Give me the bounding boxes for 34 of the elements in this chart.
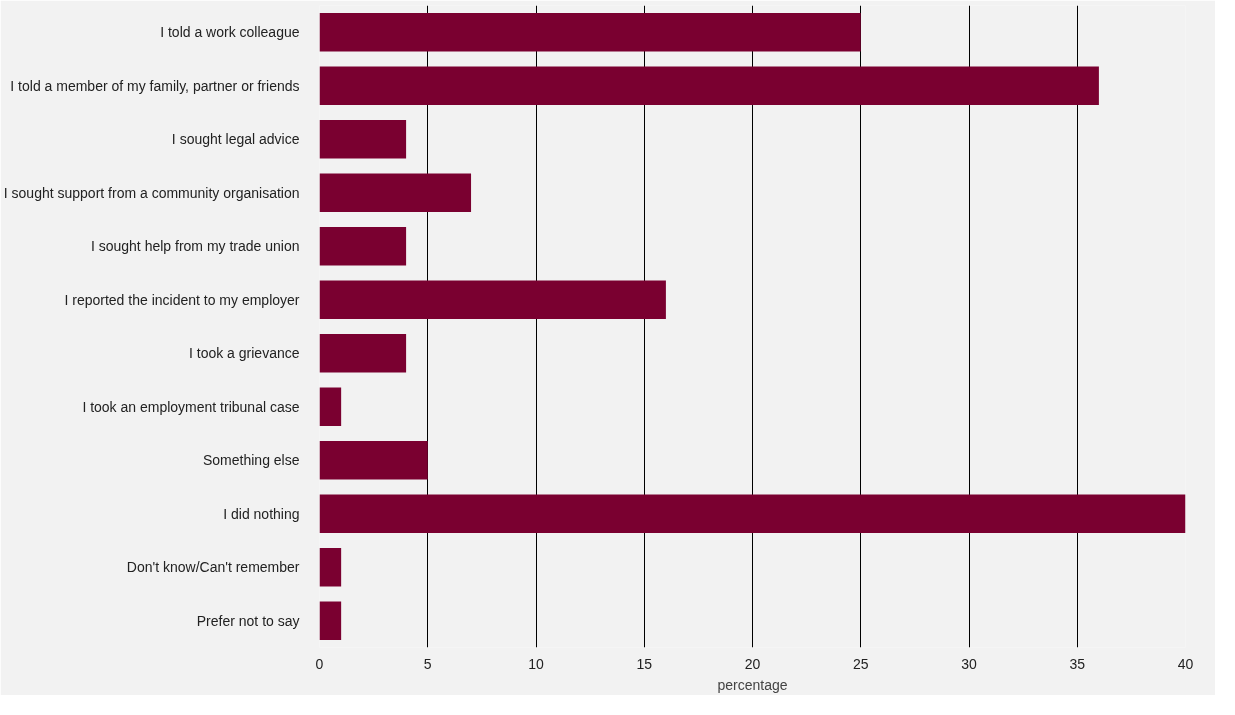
bar (319, 12, 861, 52)
y-tick-label: I did nothing (223, 505, 300, 522)
y-tick-label: I told a member of my family, partner or friends (10, 77, 300, 94)
x-tick-label: 30 (961, 655, 977, 672)
x-tick-label: 25 (852, 655, 869, 672)
x-tick-label: 10 (528, 655, 544, 672)
y-tick-label: I took a grievance (188, 345, 300, 362)
y-tick-label: Something else (203, 452, 300, 469)
y-tick-label: I sought help from my trade union (90, 238, 300, 255)
bar (319, 547, 342, 587)
bar (319, 280, 666, 320)
bar (319, 173, 472, 213)
x-tick-label: 35 (1069, 655, 1086, 672)
bar (319, 601, 342, 641)
x-tick-label: 40 (1177, 655, 1194, 672)
bar (319, 387, 342, 427)
bar (319, 226, 407, 266)
x-axis-title: percentage (717, 676, 788, 693)
y-tick-label: I told a work colleague (160, 24, 300, 41)
x-tick-label: 5 (423, 655, 432, 672)
bar (319, 119, 407, 159)
bar (319, 440, 428, 480)
y-tick-label: Don't know/Can't remember (126, 559, 300, 576)
y-tick-label: I reported the incident to my employer (64, 291, 300, 308)
bar (319, 66, 1099, 106)
x-tick-label: 0 (315, 655, 324, 672)
y-tick-label: I sought legal advice (171, 131, 300, 148)
y-tick-label: Prefer not to say (196, 612, 300, 629)
x-tick-label: 15 (636, 655, 653, 672)
x-tick-label: 20 (744, 655, 761, 672)
y-tick-label: I took an employment tribunal case (82, 398, 300, 415)
bar (319, 494, 1186, 534)
bar (319, 333, 407, 373)
y-tick-label: I sought support from a community organisation (3, 184, 300, 201)
